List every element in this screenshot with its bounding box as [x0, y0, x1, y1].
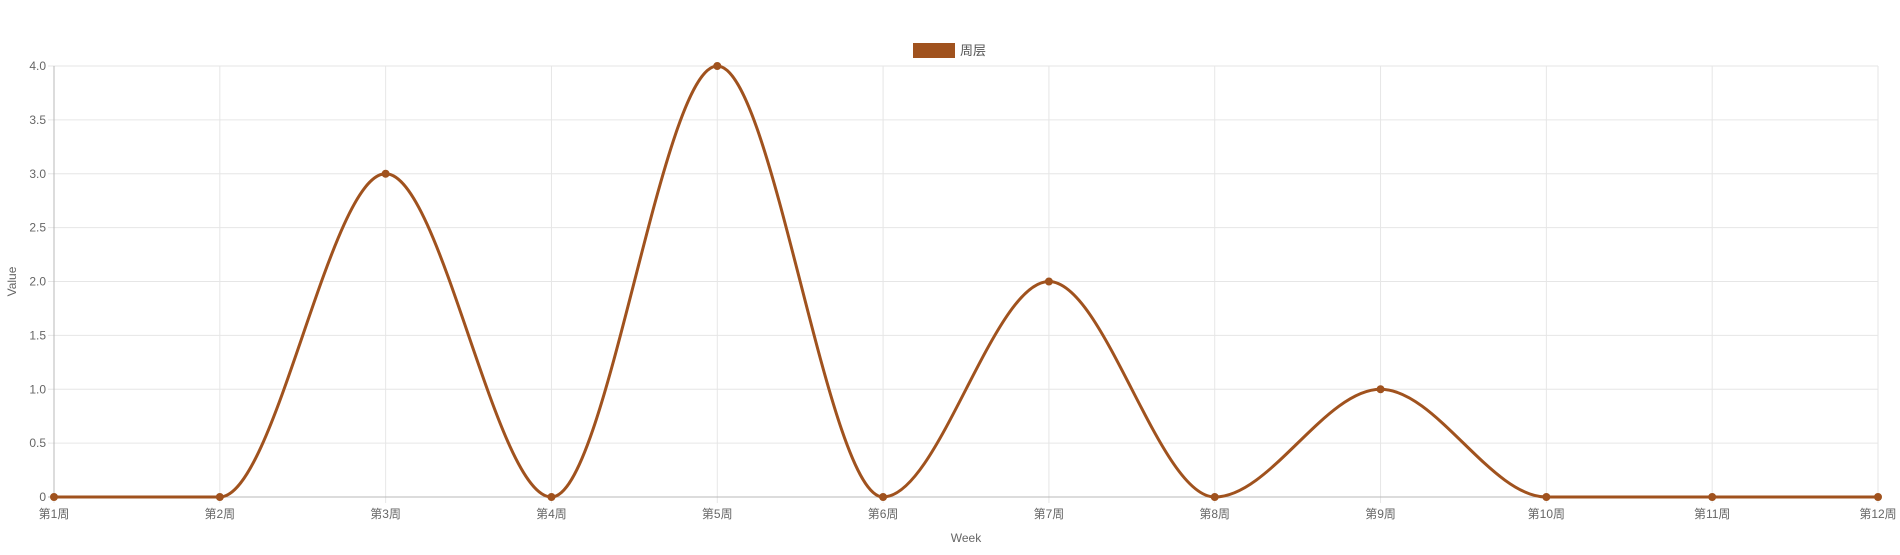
data-point — [50, 493, 58, 501]
data-point — [1044, 277, 1053, 286]
y-tick-label: 0.5 — [29, 436, 46, 450]
y-tick-label: 0 — [39, 490, 46, 504]
x-axis-label: Week — [951, 531, 982, 545]
x-tick-label: 第5周 — [702, 507, 733, 521]
data-point — [1376, 385, 1385, 394]
x-tick-label: 第2周 — [204, 507, 235, 521]
data-point — [547, 493, 556, 501]
y-tick-label: 3.5 — [29, 113, 46, 127]
data-point — [215, 493, 224, 501]
legend-label: 周层 — [960, 43, 986, 58]
x-tick-label: 第8周 — [1199, 507, 1230, 521]
legend[interactable]: 周层 — [913, 43, 986, 58]
x-tick-label: 第3周 — [370, 507, 401, 521]
y-tick-label: 3.0 — [29, 167, 46, 181]
data-point — [713, 62, 722, 70]
y-tick-label: 2.5 — [29, 221, 46, 235]
x-tick-label: 第12周 — [1859, 507, 1896, 521]
y-tick-label: 1.5 — [29, 328, 46, 342]
gridlines — [48, 65, 1879, 503]
data-point — [1874, 493, 1882, 501]
y-tick-labels: 0 0.5 1.0 1.5 2.0 2.5 3.0 3.5 4.0 — [29, 59, 46, 504]
data-point — [381, 169, 390, 178]
y-tick-label: 2.0 — [29, 275, 46, 289]
x-tick-label: 第6周 — [868, 507, 899, 521]
data-point — [879, 493, 888, 501]
legend-swatch — [913, 43, 955, 58]
x-tick-label: 第1周 — [39, 507, 70, 521]
x-tick-label: 第4周 — [536, 507, 567, 521]
y-tick-label: 1.0 — [29, 382, 46, 396]
data-point — [1210, 493, 1219, 501]
series-layer — [50, 62, 1882, 501]
x-tick-label: 第9周 — [1365, 507, 1396, 521]
x-tick-label: 第7周 — [1034, 507, 1065, 521]
y-tick-label: 4.0 — [29, 59, 46, 73]
data-point — [1708, 493, 1717, 501]
data-point — [1542, 493, 1551, 501]
x-tick-labels: 第1周 第2周 第3周 第4周 第5周 第6周 第7周 第8周 第9周 第10周 第11周 第12周 — [39, 507, 1897, 521]
x-tick-label: 第11周 — [1694, 507, 1730, 521]
x-tick-label: 第10周 — [1528, 507, 1565, 521]
y-axis-label: Value — [5, 266, 19, 296]
